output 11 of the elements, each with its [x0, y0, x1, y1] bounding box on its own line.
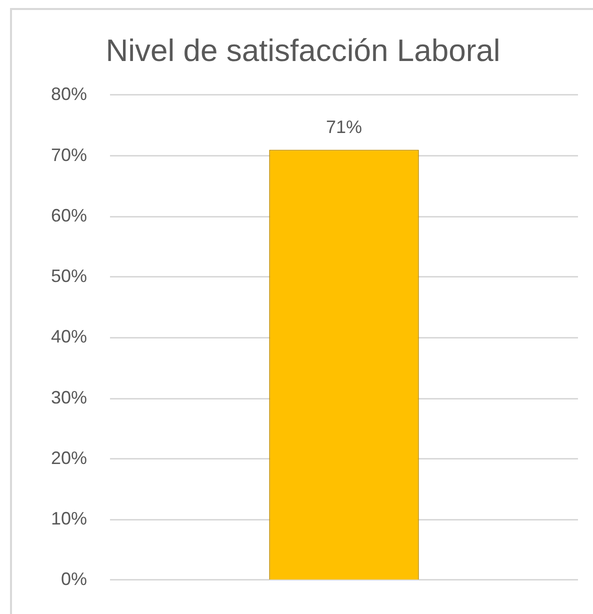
y-tick-label: 20% [50, 448, 88, 468]
data-label: 71% [326, 116, 362, 137]
y-tick-label: 10% [50, 508, 88, 529]
y-tick-label: 80% [50, 84, 88, 104]
chart-title: Nivel de satisfacción Laboral [106, 33, 500, 68]
y-tick-label: 60% [50, 205, 88, 226]
y-tick-label: 30% [50, 387, 88, 408]
y-tick-label: 40% [50, 326, 88, 347]
y-tick-label: 50% [50, 266, 88, 286]
y-tick-label: 70% [50, 144, 88, 165]
y-tick-label: 0% [61, 569, 88, 590]
